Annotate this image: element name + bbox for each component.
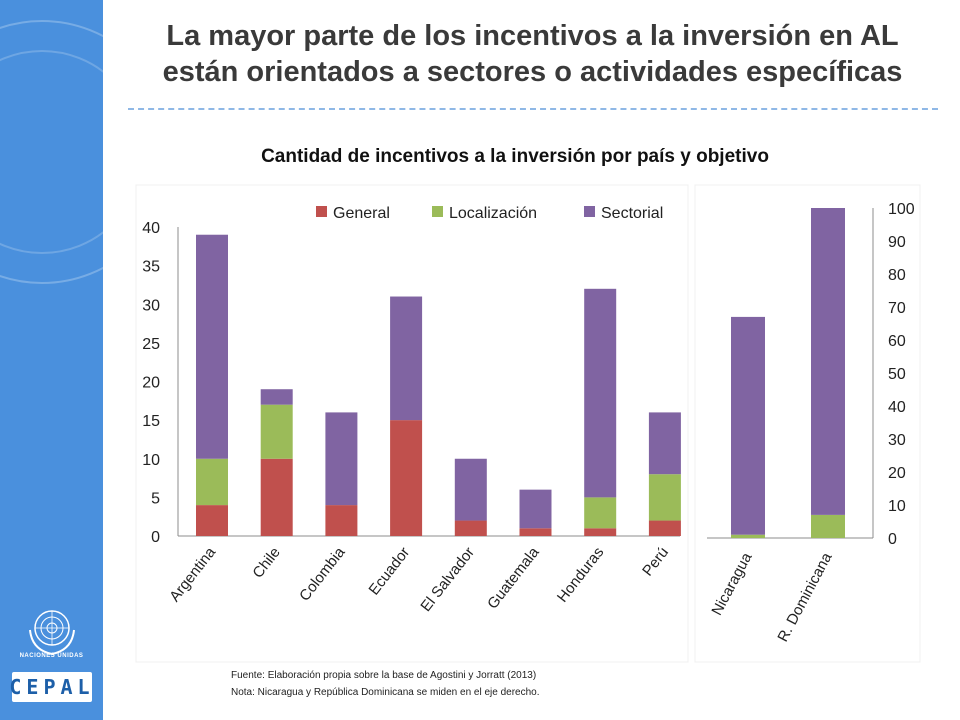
legend-swatch-general [316,206,327,217]
right-y-tick-label: 60 [888,333,906,350]
un-emblem-watermark [0,20,103,284]
slide-title-line-2: están orientados a sectores o actividade… [162,56,903,88]
right-y-tick-label: 30 [888,432,906,449]
bar-general [196,505,228,536]
footnote: Nota: Nicaragua y República Dominicana s… [231,687,540,698]
bar-localización [260,404,293,459]
un-label: NACIONES UNIDAS [19,653,84,659]
chart-title: Cantidad de incentivos a la inversión po… [261,146,769,167]
bar-sectorial [519,489,552,529]
legend-label: Localización [449,205,537,222]
left-y-tick-label: 15 [142,413,160,430]
legend-label: Sectorial [601,205,663,222]
right-y-tick-label: 80 [888,267,906,284]
left-y-tick-label: 25 [142,336,160,353]
bar-localización [648,474,681,521]
right-y-tick-label: 20 [888,465,906,482]
right-y-tick-label: 10 [888,498,906,515]
slide-title: La mayor parte de los incentivos a la in… [105,18,960,90]
bar-sectorial [454,458,487,521]
bar-sectorial [811,208,845,515]
left-y-tick-label: 0 [151,529,160,546]
bar-general [648,520,681,536]
right-y-tick-label: 0 [888,531,897,548]
left-y-tick-label: 40 [142,220,160,237]
left-y-tick-label: 35 [142,259,160,276]
right-y-tick-label: 70 [888,300,906,317]
right-y-tick-label: 90 [888,234,906,251]
bar-general [260,458,293,536]
sidebar-background: NACIONES UNIDAS CEPAL [0,0,103,720]
bar-general [454,520,487,536]
bar-localización [584,497,617,529]
legend-label: General [333,205,390,222]
title-divider [128,108,938,110]
legend-swatch-localización [432,206,443,217]
cepal-label: CEPAL [9,675,95,699]
left-y-tick-label: 20 [142,375,160,392]
left-y-tick-label: 30 [142,297,160,314]
source-note: Fuente: Elaboración propia sobre la base… [231,670,537,681]
bar-general [519,528,552,536]
bar-localización [196,458,228,506]
bar-localización [731,534,765,538]
left-y-tick-label: 5 [151,490,160,507]
right-y-tick-label: 100 [888,201,915,218]
legend-swatch-sectorial [584,206,595,217]
bar-general [584,528,617,536]
left-y-tick-label: 10 [142,452,160,469]
bar-localización [811,514,845,538]
cepal-logo: CEPAL [9,672,95,702]
right-y-tick-label: 50 [888,366,906,383]
bar-sectorial [731,316,765,535]
bar-sectorial [196,234,228,459]
right-y-tick-label: 40 [888,399,906,416]
bar-sectorial [390,296,423,421]
un-emblem-icon [29,610,75,656]
bar-sectorial [325,412,358,506]
slide-title-line-1: La mayor parte de los incentivos a la in… [166,20,899,52]
bar-sectorial [584,288,617,498]
bar-general [390,420,423,536]
un-emblem-watermark-inner [0,50,103,254]
bar-general [325,505,358,536]
bar-sectorial [260,389,293,405]
bar-sectorial [648,412,681,475]
